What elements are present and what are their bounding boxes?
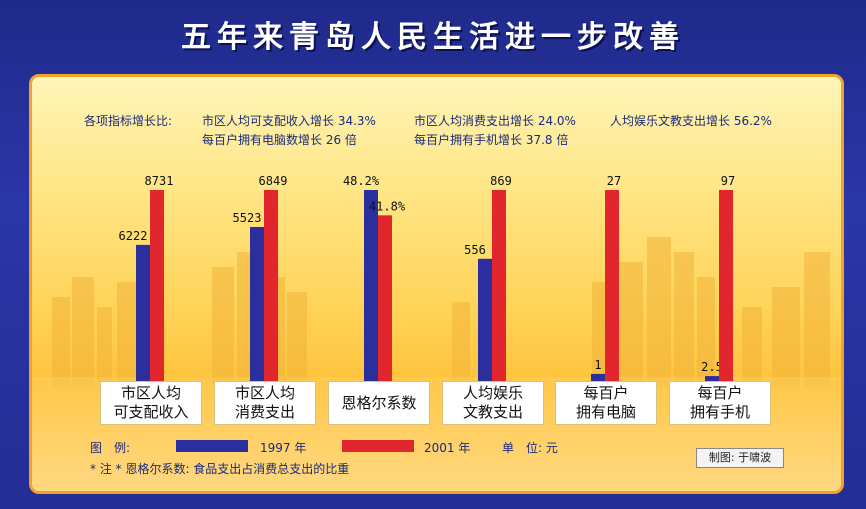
summary-item: 每百户拥有手机增长 37.8 倍 xyxy=(414,133,569,147)
bar-2001 xyxy=(378,215,392,381)
bar-2001 xyxy=(605,190,619,381)
bar-1997 xyxy=(364,190,378,381)
data-label-1997: 2.5 xyxy=(701,360,723,374)
data-label-2001: 6849 xyxy=(259,174,288,188)
summary-item: 每百户拥有电脑数增长 26 倍 xyxy=(202,133,357,147)
category-label-line: 市区人均 xyxy=(234,384,295,402)
data-label-2001: 8731 xyxy=(145,174,174,188)
summary-item: 市区人均可支配收入增长 34.3% xyxy=(202,114,376,128)
summary-item: 市区人均消费支出增长 24.0% xyxy=(414,114,576,128)
data-label-2001: 869 xyxy=(490,174,512,188)
bar-1997 xyxy=(591,373,605,381)
bar-1997 xyxy=(136,244,150,381)
data-label-1997: 5523 xyxy=(233,211,262,225)
data-label-1997: 6222 xyxy=(119,229,148,243)
footnote: * 注 * 恩格尔系数: 食品支出占消费总支出的比重 xyxy=(90,462,350,476)
data-label-2001: 97 xyxy=(721,174,735,188)
summary-item: 人均娱乐文教支出增长 56.2% xyxy=(610,114,772,128)
credit-box: 制图: 于啸波 xyxy=(696,448,784,468)
category-label-line: 拥有电脑 xyxy=(575,403,636,421)
category-label: 每百户 拥有电脑 xyxy=(555,381,657,425)
bar-chart: 6222 8731 5523 6849 48.2% 41.8% 556 869 1 27 2.5 97 xyxy=(119,174,735,381)
bar-2001 xyxy=(719,190,733,381)
bar-1997 xyxy=(250,226,264,381)
category-label-line: 消费支出 xyxy=(234,403,295,421)
category-label-line: 每百户 xyxy=(583,384,629,402)
legend-label: 图 例: xyxy=(90,441,131,455)
category-label: 市区人均 消费支出 xyxy=(214,381,316,425)
category-label-line: 市区人均 xyxy=(120,384,181,402)
category-label-line: 恩格尔系数 xyxy=(341,393,417,412)
category-label-line: 人均娱乐 xyxy=(462,384,523,402)
unit-label: 单 位: 元 xyxy=(502,441,558,455)
page-title: 五年来青岛人民生活进一步改善 xyxy=(181,20,685,55)
category-label-line: 每百户 xyxy=(697,384,743,402)
legend-entry-1997: 1997 年 xyxy=(260,441,307,455)
data-label-2001: 41.8% xyxy=(369,199,406,213)
data-label-1997: 556 xyxy=(464,243,486,257)
summary-label: 各项指标增长比: xyxy=(84,114,173,128)
category-label-line: 拥有手机 xyxy=(689,403,750,421)
category-label: 恩格尔系数 xyxy=(328,381,430,425)
category-label: 每百户 拥有手机 xyxy=(669,381,771,425)
bar-2001 xyxy=(492,190,506,381)
data-label-1997: 1 xyxy=(594,358,601,372)
legend-swatch-2001 xyxy=(342,440,414,452)
data-label-1997: 48.2% xyxy=(343,174,380,188)
bar-1997 xyxy=(478,258,492,381)
data-label-2001: 27 xyxy=(607,174,621,188)
chart-panel: 各项指标增长比: 市区人均可支配收入增长 34.3% 市区人均消费支出增长 24… xyxy=(29,74,844,494)
category-label: 人均娱乐 文教支出 xyxy=(442,381,544,425)
category-label-line: 文教支出 xyxy=(462,403,523,421)
bar-2001 xyxy=(150,190,164,381)
legend-entry-2001: 2001 年 xyxy=(424,441,471,455)
category-label-line: 可支配收入 xyxy=(113,403,189,421)
bar-1997 xyxy=(705,376,719,381)
category-label: 市区人均 可支配收入 xyxy=(100,381,202,425)
bar-2001 xyxy=(264,190,278,381)
legend-swatch-1997 xyxy=(176,440,248,452)
